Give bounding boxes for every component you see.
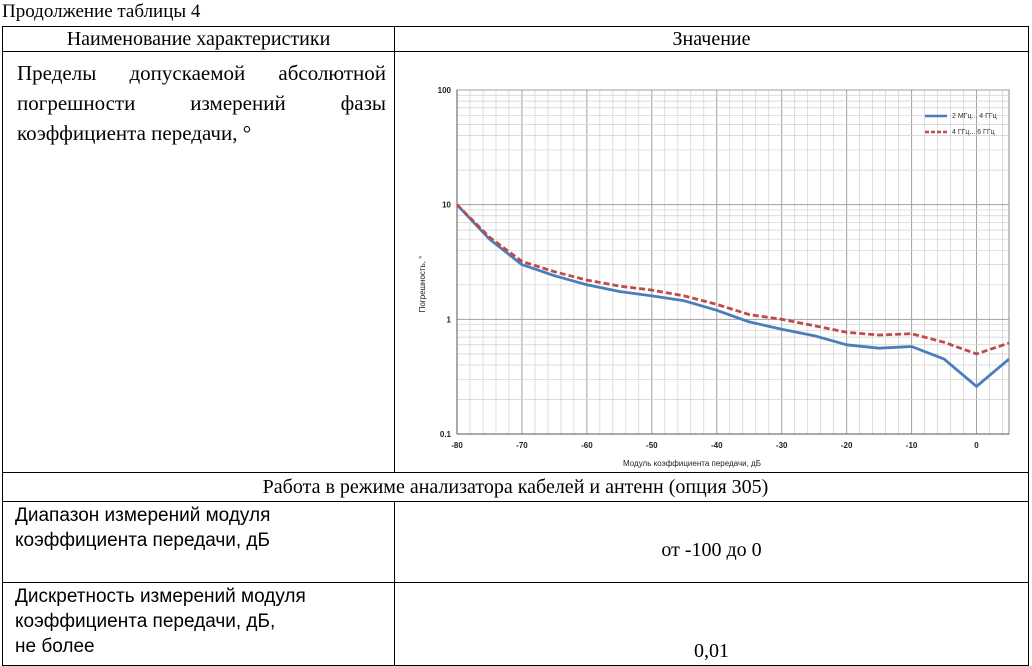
resolution-label-line-1: Дискретность измерений модуля [15,586,306,607]
y-tick-label: 100 [438,86,452,95]
chart-tick-labels: -80 -70 -60 -50 -40 -30 -20 -10 0 100 10 1 0.1 [438,86,980,450]
table-caption: Продолжение таблицы 4 [2,1,201,22]
x-tick-label: -30 [776,441,788,450]
range-value: от -100 до 0 [394,501,1029,583]
x-tick-label: -70 [516,441,528,450]
chart-legend: 2 МГц... 4 ГГц 4 ГГц... 6 ГГц [925,113,997,136]
header-characteristic: Наименование характеристики [2,26,395,52]
x-tick-label: -20 [841,441,853,450]
y-tick-label: 0.1 [440,430,452,439]
x-tick-label: -10 [906,441,918,450]
series-line-2 [456,203,1010,356]
y-axis-label: Погрешность, ° [418,256,427,313]
x-tick-label: -50 [646,441,658,450]
x-tick-label: 0 [974,441,979,450]
chart-series [455,203,1010,388]
y-tick-label: 10 [442,201,451,210]
phase-error-chart: -80 -70 -60 -50 -40 -30 -20 -10 0 100 10 1 0.1 Модул… [418,86,1010,468]
range-label: Диапазон измерений модуля коэффициента п… [2,501,395,583]
x-tick-label: -60 [581,441,593,450]
resolution-label-line-2: коэффициента передачи, дБ, [15,611,276,632]
section-row: Работа в режиме анализатора кабелей и ан… [2,472,1029,502]
x-axis-label: Модуль коэффициента передачи, дБ [623,459,761,468]
spec-table: Наименование характеристики Значение Пре… [2,26,1029,666]
phase-error-label: Пределы допускаемой абсолют­ной погрешно… [2,51,395,473]
legend-label-series-1: 2 МГц... 4 ГГц [952,113,997,120]
phase-error-chart-cell: -80 -70 -60 -50 -40 -30 -20 -10 0 100 10 1 0.1 Модул… [394,51,1029,473]
range-row: Диапазон измерений модуля коэффициента п… [2,501,1029,583]
resolution-row: Дискретность измерений модуля коэффициен… [2,582,1029,666]
resolution-label: Дискретность измерений модуля коэффициен… [2,582,395,666]
header-row: Наименование характеристики Значение [2,26,1029,52]
legend-label-series-2: 4 ГГц... 6 ГГц [952,129,995,136]
phase-error-row: Пределы допускаемой абсолют­ной погрешно… [2,51,1029,473]
resolution-value: 0,01 [394,582,1029,666]
series-line-1 [455,203,1010,388]
range-label-line-2: коэффициента передачи, дБ [15,530,270,551]
x-tick-label: -40 [711,441,723,450]
section-title: Работа в режиме анализатора кабелей и ан… [2,472,1029,502]
chart-grid [456,89,1010,435]
x-tick-label: -80 [451,441,463,450]
y-tick-label: 1 [447,315,452,324]
range-label-line-1: Диапазон измерений модуля [15,505,271,526]
plot-area [456,89,1010,435]
resolution-label-line-3: не более [15,636,95,657]
header-value: Значение [394,26,1029,52]
